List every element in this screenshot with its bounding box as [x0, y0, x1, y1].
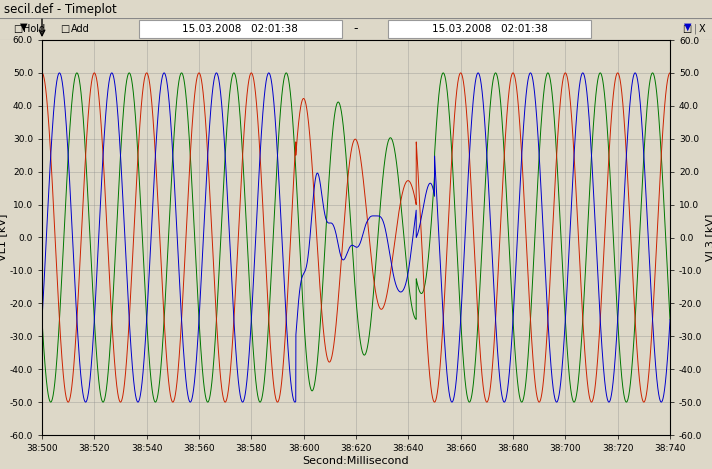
Y-axis label: VL1 [kV]: VL1 [kV] — [0, 214, 7, 261]
Text: 15.03.2008   02:01:38: 15.03.2008 02:01:38 — [431, 24, 548, 34]
Text: □: □ — [682, 24, 691, 34]
X-axis label: Second:Millisecond: Second:Millisecond — [303, 456, 409, 466]
Text: secil.def - Timeplot: secil.def - Timeplot — [4, 3, 116, 16]
Text: -: - — [354, 23, 358, 36]
Y-axis label: VL3 [kV]: VL3 [kV] — [705, 214, 712, 261]
Text: ▼: ▼ — [684, 22, 691, 32]
Text: |: | — [694, 24, 698, 34]
FancyBboxPatch shape — [139, 20, 342, 38]
Text: Add: Add — [70, 24, 89, 34]
Text: □: □ — [61, 24, 70, 34]
Text: □: □ — [13, 24, 22, 34]
FancyBboxPatch shape — [388, 20, 591, 38]
Text: 15.03.2008   02:01:38: 15.03.2008 02:01:38 — [182, 24, 298, 34]
Text: X: X — [699, 24, 706, 34]
Text: Hold: Hold — [23, 24, 45, 34]
Text: ▼: ▼ — [21, 22, 28, 32]
